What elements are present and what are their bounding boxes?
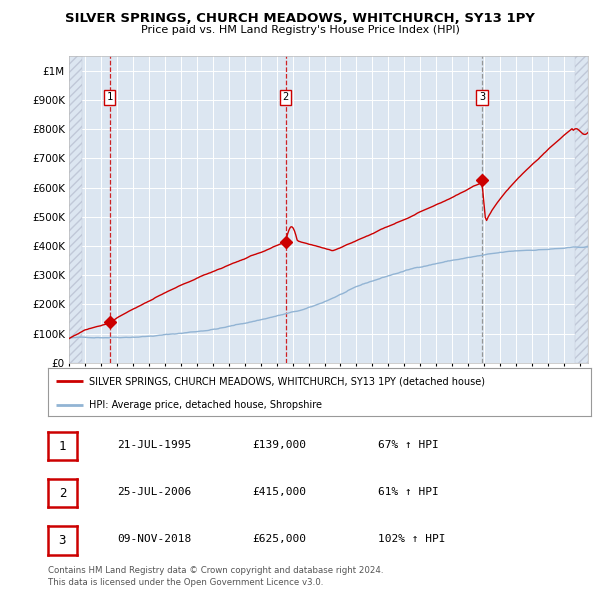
Text: 1: 1 (107, 93, 113, 103)
Text: SILVER SPRINGS, CHURCH MEADOWS, WHITCHURCH, SY13 1PY (detached house): SILVER SPRINGS, CHURCH MEADOWS, WHITCHUR… (89, 376, 485, 386)
Text: £625,000: £625,000 (252, 535, 306, 544)
Text: 61% ↑ HPI: 61% ↑ HPI (378, 487, 439, 497)
Text: Contains HM Land Registry data © Crown copyright and database right 2024.
This d: Contains HM Land Registry data © Crown c… (48, 566, 383, 587)
Text: 2: 2 (283, 93, 289, 103)
Text: 09-NOV-2018: 09-NOV-2018 (117, 535, 191, 544)
Text: 102% ↑ HPI: 102% ↑ HPI (378, 535, 445, 544)
Text: Price paid vs. HM Land Registry's House Price Index (HPI): Price paid vs. HM Land Registry's House … (140, 25, 460, 35)
Text: 25-JUL-2006: 25-JUL-2006 (117, 487, 191, 497)
Text: £415,000: £415,000 (252, 487, 306, 497)
Text: 67% ↑ HPI: 67% ↑ HPI (378, 440, 439, 450)
Text: 3: 3 (479, 93, 485, 103)
Text: 1: 1 (59, 440, 66, 453)
Text: HPI: Average price, detached house, Shropshire: HPI: Average price, detached house, Shro… (89, 400, 322, 410)
Text: SILVER SPRINGS, CHURCH MEADOWS, WHITCHURCH, SY13 1PY: SILVER SPRINGS, CHURCH MEADOWS, WHITCHUR… (65, 12, 535, 25)
Text: 21-JUL-1995: 21-JUL-1995 (117, 440, 191, 450)
Text: 2: 2 (59, 487, 66, 500)
Text: 3: 3 (59, 534, 66, 547)
Text: £139,000: £139,000 (252, 440, 306, 450)
